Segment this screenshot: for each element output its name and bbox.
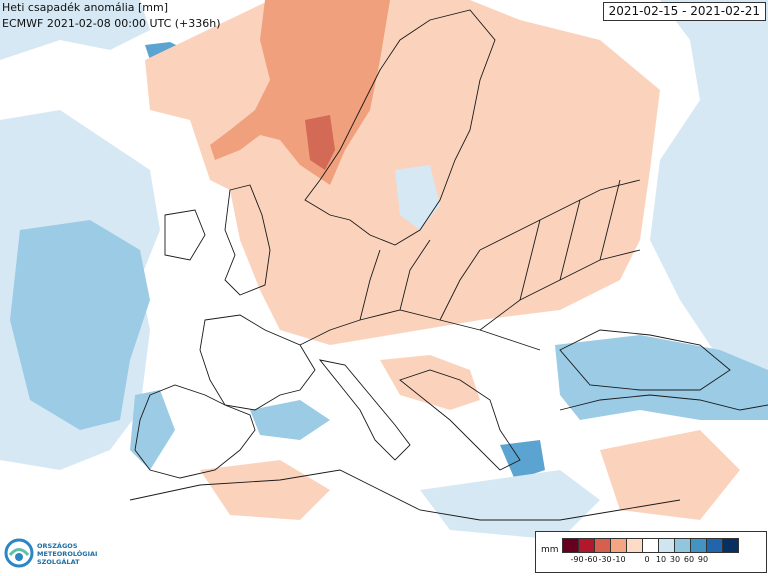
- legend-tick-6: 30: [669, 555, 681, 564]
- legend-tick-3: -10: [612, 555, 626, 564]
- coastline-italy: [318, 359, 411, 461]
- coastline-iberia: [134, 384, 256, 479]
- legend-swatch-3: [610, 538, 627, 553]
- legend-tick-2: -30: [598, 555, 612, 564]
- coastline-ireland: [164, 209, 206, 261]
- map-title-block: Heti csapadék anomália [mm] ECMWF 2021-0…: [2, 0, 221, 32]
- wet-area-atlantic-core: [10, 220, 150, 430]
- legend-swatch-0: [562, 538, 579, 553]
- logo-emblem-icon: [4, 538, 34, 568]
- legend-swatches: [562, 538, 739, 553]
- legend-swatch-7: [674, 538, 691, 553]
- coastline-france: [199, 314, 316, 411]
- logo-line-1: ORSZÁGOS: [37, 542, 78, 550]
- legend-swatch-6: [658, 538, 675, 553]
- legend-swatch-10: [722, 538, 739, 553]
- legend-swatch-2: [594, 538, 611, 553]
- legend-swatch-5: [642, 538, 659, 553]
- legend-swatch-9: [706, 538, 723, 553]
- border-turkey: [559, 394, 768, 411]
- wet-area-north-west: [0, 0, 150, 60]
- wet-area-mediterranean-central: [250, 400, 330, 440]
- legend-tick-4: 0: [644, 555, 650, 564]
- dry-area-balkans: [380, 355, 480, 410]
- wet-area-aegean: [500, 440, 545, 480]
- wet-area-east: [650, 0, 768, 380]
- legend-tick-0: -90: [570, 555, 584, 564]
- legend-swatch-1: [578, 538, 595, 553]
- legend-swatch-8: [690, 538, 707, 553]
- legend-tick-5: 10: [655, 555, 667, 564]
- dry-area-africa: [200, 460, 330, 520]
- color-legend: mm -90 -60 -30 -10 0 10 30 60 90: [535, 531, 767, 573]
- map-subtitle: ECMWF 2021-02-08 00:00 UTC (+336h): [2, 17, 221, 30]
- legend-tick-8: 90: [697, 555, 709, 564]
- logo-line-3: SZOLGÁLAT: [37, 558, 80, 566]
- wet-area-south-med: [420, 470, 600, 540]
- date-range-label: 2021-02-15 - 2021-02-21: [602, 2, 766, 21]
- coastline-balkans: [399, 369, 521, 471]
- extreme-dry-norway: [305, 115, 335, 170]
- border-central-europe: [299, 239, 641, 351]
- borders-layer: [129, 9, 768, 521]
- map-title: Heti csapadék anomália [mm]: [2, 1, 169, 14]
- legend-tick-1: -60: [584, 555, 598, 564]
- anomaly-layer: [0, 0, 768, 540]
- dry-area-middle-east: [600, 430, 740, 520]
- wet-area-baltic: [395, 165, 440, 230]
- dry-area-scandinavia: [210, 0, 390, 185]
- wet-area-mediterranean-west: [130, 390, 175, 470]
- legend-ticks: -90 -60 -30 -10 0 10 30 60 90: [563, 555, 763, 567]
- omsz-logo: ORSZÁGOS METEOROLÓGIAI SZOLGÁLAT: [4, 538, 97, 572]
- coastline-britain: [224, 184, 271, 296]
- coastline-scandinavia: [304, 9, 496, 246]
- border-east-europe: [479, 179, 641, 301]
- logo-text: ORSZÁGOS METEOROLÓGIAI SZOLGÁLAT: [37, 542, 97, 566]
- legend-tick-7: 60: [683, 555, 695, 564]
- coastline-africa: [129, 469, 681, 521]
- coastline-black-sea: [559, 329, 731, 391]
- logo-line-2: METEOROLÓGIAI: [37, 550, 98, 558]
- legend-swatch-4: [626, 538, 643, 553]
- legend-unit: mm: [541, 545, 559, 555]
